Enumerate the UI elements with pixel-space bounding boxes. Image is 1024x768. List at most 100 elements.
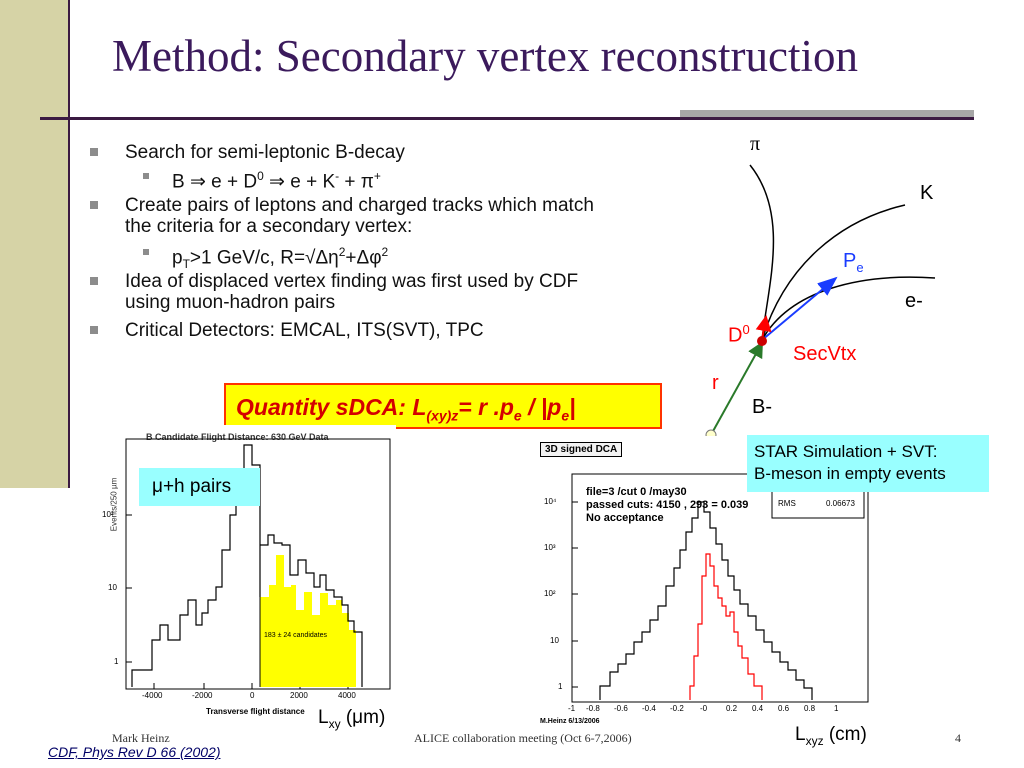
- dca-xtick: 0.4: [752, 704, 764, 713]
- pt-p: p: [172, 247, 183, 269]
- bullet-marker: [90, 277, 98, 285]
- lxyz-main: L: [795, 724, 806, 745]
- title-rule: [40, 117, 974, 120]
- d0-label: D0: [728, 322, 750, 348]
- pion-track: [749, 164, 775, 341]
- slide-title: Method: Secondary vertex reconstruction: [112, 31, 859, 81]
- citation-link[interactable]: CDF, Phys Rev D 66 (2002): [48, 744, 221, 760]
- dca-credit: M.Heinz 6/13/2006: [540, 718, 600, 725]
- pe-sub: e: [856, 260, 864, 275]
- pion-label: π: [750, 133, 761, 155]
- star-simulation-text: STAR Simulation + SVT: B-meson in empty …: [754, 441, 946, 485]
- bullet-marker: [90, 201, 98, 209]
- decay-sup-0: 0: [257, 169, 264, 183]
- dca-ytick: 10: [550, 636, 559, 645]
- b-meson-track: [711, 341, 763, 434]
- dca-ytick: 10⁴: [544, 497, 557, 506]
- cdf-xtick: 0: [250, 691, 255, 700]
- formula-sub-e2: e: [561, 407, 570, 424]
- bullet-2-line-2: the criteria for a secondary vertex:: [125, 216, 413, 237]
- cdf-plot-title: B Candidate Flight Distance: 630 GeV Dat…: [146, 432, 329, 442]
- lxy-sub: xy: [328, 716, 341, 731]
- star-simulation-box: STAR Simulation + SVT: B-meson in empty …: [747, 435, 989, 492]
- star-line-1: STAR Simulation + SVT:: [754, 442, 938, 461]
- decay-part-1: B ⇒ e + D: [172, 171, 258, 193]
- dca-xtick: -0: [700, 704, 708, 713]
- decay-sup-plus: +: [373, 169, 381, 183]
- dca-info: file=3 /cut 0 /may30 passed cuts: 4150 ,…: [586, 486, 748, 525]
- secondary-vertex-dot: [757, 336, 767, 346]
- dca-info-line-1: file=3 /cut 0 /may30: [586, 486, 687, 498]
- cdf-xtick: 4000: [338, 691, 356, 700]
- kaon-track: [761, 204, 906, 341]
- cdf-x-axis-label: Transverse flight distance: [206, 707, 305, 716]
- pairs-label-box: μ+h pairs: [139, 468, 260, 506]
- dca-info-line-3: No acceptance: [586, 512, 664, 524]
- dca-ytick: 10²: [544, 589, 556, 598]
- bullet-1: Search for semi-leptonic B-decay: [125, 142, 405, 163]
- r-label: r: [712, 372, 719, 394]
- dca-xtick: -1: [568, 704, 576, 713]
- pe-main: P: [843, 250, 857, 272]
- lxyz-sub: xyz: [805, 733, 824, 748]
- bullet-2-line-1: Create pairs of leptons and charged trac…: [125, 195, 594, 216]
- dca-xtick: 0.6: [778, 704, 790, 713]
- d0-sup: 0: [742, 322, 750, 337]
- sub-bullet-marker: [143, 249, 149, 255]
- dca-xtick: 0.2: [726, 704, 738, 713]
- cdf-xtick: -2000: [192, 691, 213, 700]
- bullet-marker: [90, 326, 98, 334]
- dca-histogram: [571, 473, 869, 703]
- sub-bullet-marker: [143, 173, 149, 179]
- b-minus-label: B-: [752, 396, 772, 418]
- phi-term: +Δφ: [345, 247, 382, 269]
- dca-xtick: -0.4: [642, 704, 656, 713]
- page-number: 4: [955, 731, 961, 745]
- secvtx-label: SecVtx: [793, 343, 857, 365]
- rms-label: RMS: [778, 499, 796, 508]
- bullet-1-sub: B ⇒ e + D0 ⇒ e + K- + π+: [172, 166, 381, 192]
- left-accent-line: [68, 0, 70, 488]
- formula-post: = r .p: [458, 394, 514, 420]
- dca-xtick: -0.8: [586, 704, 600, 713]
- decay-part-2: ⇒ e + K: [263, 171, 336, 193]
- bullet-marker: [90, 148, 98, 156]
- decay-sup-minus: -: [335, 169, 340, 183]
- electron-label: e-: [905, 290, 923, 312]
- lxyz-axis-unit: Lxyz (cm): [795, 724, 867, 748]
- footer-center: ALICE collaboration meeting (Oct 6-7,200…: [414, 731, 632, 745]
- lxy-axis-unit: Lxy (μm): [318, 707, 385, 731]
- quantity-formula: Quantity sDCA: L(xy)z= r .pe / |pe|: [236, 394, 576, 424]
- formula-sub-e: e: [513, 407, 522, 424]
- lxyz-unit: (cm): [823, 724, 867, 745]
- d0-main: D: [728, 324, 743, 347]
- formula-pre: Quantity sDCA: L: [236, 394, 427, 420]
- formula-end: |: [569, 394, 576, 420]
- formula-sub: (xy)z: [426, 407, 459, 424]
- kaon-label: K: [920, 182, 934, 204]
- dca-ytick: 10³: [544, 543, 556, 552]
- lxy-unit: (μm): [340, 707, 386, 728]
- dca-info-line-2: passed cuts: 4150 , 293 = 0.039: [586, 499, 749, 511]
- cdf-ytick: 10: [108, 583, 117, 592]
- decay-diagram: [705, 164, 936, 441]
- eta-square: 2: [338, 245, 346, 259]
- left-accent-bar: [0, 0, 68, 488]
- cdf-xtick: -4000: [142, 691, 163, 700]
- rms-value: 0.06673: [826, 499, 855, 508]
- cdf-ytick: 10²: [102, 510, 114, 519]
- quantity-formula-box: Quantity sDCA: L(xy)z= r .pe / |pe|: [224, 383, 662, 429]
- pt-rest: >1 GeV/c, R=√Δη: [189, 247, 339, 269]
- footer-author: Mark Heinz: [112, 731, 170, 745]
- bullet-3-line-1: Idea of displaced vertex finding was fir…: [125, 271, 579, 292]
- dca-xtick: 1: [834, 704, 839, 713]
- star-line-2: B-meson in empty events: [754, 464, 946, 483]
- decay-part-3: + π: [339, 171, 374, 193]
- bullet-2-sub: pT>1 GeV/c, R=√Δη2+Δφ2: [172, 242, 388, 275]
- dca-xtick: -0.6: [614, 704, 628, 713]
- dca-ytick: 1: [558, 682, 563, 691]
- bullet-3-line-2: using muon-hadron pairs: [125, 292, 336, 313]
- cdf-histogram: [125, 438, 391, 690]
- dca-plot-title: 3D signed DCA: [540, 442, 623, 457]
- cdf-xtick: 2000: [290, 691, 308, 700]
